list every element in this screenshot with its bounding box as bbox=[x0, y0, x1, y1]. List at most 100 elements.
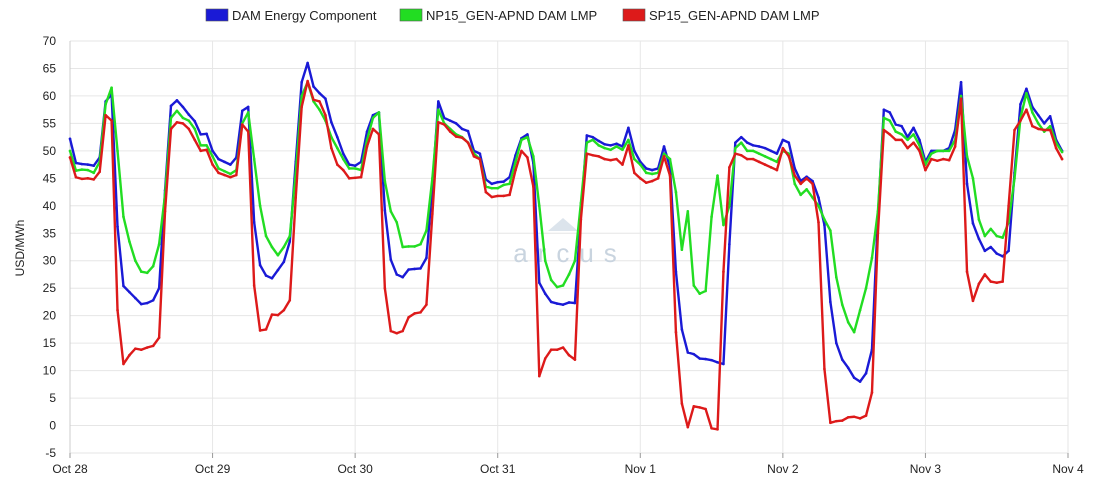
data-point[interactable] bbox=[846, 366, 850, 370]
data-point[interactable] bbox=[894, 123, 898, 126]
data-point[interactable] bbox=[86, 177, 90, 180]
data-point[interactable] bbox=[205, 132, 208, 136]
data-point[interactable] bbox=[686, 209, 690, 213]
data-point[interactable] bbox=[757, 160, 761, 164]
data-point[interactable] bbox=[947, 158, 951, 162]
data-point[interactable] bbox=[520, 138, 523, 142]
data-point[interactable] bbox=[514, 168, 517, 172]
data-point[interactable] bbox=[573, 358, 577, 361]
data-point[interactable] bbox=[205, 148, 208, 152]
data-point[interactable] bbox=[223, 169, 226, 173]
data-point[interactable] bbox=[751, 157, 755, 161]
data-point[interactable] bbox=[692, 284, 696, 287]
data-point[interactable] bbox=[555, 348, 559, 352]
data-point[interactable] bbox=[615, 145, 618, 148]
data-point[interactable] bbox=[425, 256, 428, 260]
data-point[interactable] bbox=[698, 292, 701, 295]
data-point[interactable] bbox=[941, 149, 945, 153]
data-point[interactable] bbox=[644, 167, 648, 170]
data-point[interactable] bbox=[615, 142, 618, 146]
data-point[interactable] bbox=[835, 341, 838, 345]
data-point[interactable] bbox=[823, 367, 826, 371]
data-point[interactable] bbox=[252, 220, 256, 224]
data-point[interactable] bbox=[347, 167, 351, 170]
data-point[interactable] bbox=[300, 94, 303, 98]
data-point[interactable] bbox=[912, 141, 915, 144]
data-point[interactable] bbox=[674, 190, 678, 194]
data-point[interactable] bbox=[472, 155, 476, 158]
data-point[interactable] bbox=[199, 133, 202, 136]
data-point[interactable] bbox=[888, 119, 892, 122]
data-point[interactable] bbox=[739, 135, 743, 139]
data-point[interactable] bbox=[407, 245, 410, 248]
data-point[interactable] bbox=[229, 172, 232, 176]
data-point[interactable] bbox=[151, 344, 155, 348]
data-point[interactable] bbox=[662, 152, 666, 155]
data-point[interactable] bbox=[977, 237, 981, 241]
data-point[interactable] bbox=[912, 133, 915, 136]
data-point[interactable] bbox=[258, 204, 262, 208]
data-point[interactable] bbox=[258, 329, 262, 332]
data-point[interactable] bbox=[858, 308, 862, 312]
data-point[interactable] bbox=[769, 166, 773, 169]
data-point[interactable] bbox=[734, 152, 737, 155]
data-point[interactable] bbox=[252, 284, 256, 287]
data-point[interactable] bbox=[377, 111, 381, 114]
data-point[interactable] bbox=[1036, 122, 1040, 125]
data-point[interactable] bbox=[633, 157, 636, 161]
data-point[interactable] bbox=[134, 296, 137, 300]
data-point[interactable] bbox=[223, 160, 226, 164]
data-point[interactable] bbox=[157, 336, 161, 339]
data-point[interactable] bbox=[330, 146, 333, 150]
data-point[interactable] bbox=[389, 329, 393, 333]
data-point[interactable] bbox=[704, 289, 707, 293]
data-point[interactable] bbox=[983, 249, 987, 253]
data-point[interactable] bbox=[431, 177, 434, 180]
data-point[interactable] bbox=[1060, 150, 1064, 154]
data-point[interactable] bbox=[223, 173, 226, 177]
data-point[interactable] bbox=[365, 130, 369, 133]
data-point[interactable] bbox=[211, 163, 214, 166]
data-point[interactable] bbox=[318, 108, 321, 111]
data-point[interactable] bbox=[609, 158, 612, 162]
data-point[interactable] bbox=[330, 121, 333, 124]
data-point[interactable] bbox=[989, 227, 993, 231]
data-point[interactable] bbox=[448, 130, 452, 133]
data-point[interactable] bbox=[448, 119, 452, 122]
data-point[interactable] bbox=[336, 135, 339, 139]
data-point[interactable] bbox=[252, 157, 256, 161]
data-point[interactable] bbox=[116, 308, 119, 312]
data-point[interactable] bbox=[965, 270, 969, 274]
data-point[interactable] bbox=[181, 116, 185, 120]
data-point[interactable] bbox=[175, 121, 179, 124]
data-point[interactable] bbox=[353, 167, 357, 170]
data-point[interactable] bbox=[781, 138, 785, 142]
data-point[interactable] bbox=[526, 156, 529, 159]
data-point[interactable] bbox=[864, 414, 868, 417]
data-point[interactable] bbox=[728, 166, 731, 169]
data-point[interactable] bbox=[852, 415, 856, 419]
data-point[interactable] bbox=[835, 419, 838, 423]
data-point[interactable] bbox=[775, 152, 779, 155]
data-point[interactable] bbox=[656, 177, 660, 180]
data-point[interactable] bbox=[246, 111, 250, 114]
data-point[interactable] bbox=[460, 136, 464, 139]
data-point[interactable] bbox=[413, 312, 416, 315]
data-point[interactable] bbox=[751, 149, 755, 153]
data-point[interactable] bbox=[710, 215, 713, 219]
data-point[interactable] bbox=[86, 163, 90, 166]
data-point[interactable] bbox=[413, 245, 416, 248]
data-point[interactable] bbox=[1013, 128, 1016, 132]
data-point[interactable] bbox=[401, 245, 404, 249]
data-point[interactable] bbox=[401, 329, 404, 333]
data-point[interactable] bbox=[74, 175, 78, 179]
data-point[interactable] bbox=[193, 119, 197, 123]
data-point[interactable] bbox=[977, 218, 981, 221]
data-point[interactable] bbox=[585, 141, 589, 144]
data-point[interactable] bbox=[888, 133, 892, 136]
data-point[interactable] bbox=[437, 121, 440, 124]
data-point[interactable] bbox=[300, 80, 303, 84]
data-point[interactable] bbox=[704, 357, 707, 361]
data-point[interactable] bbox=[692, 352, 696, 356]
data-point[interactable] bbox=[977, 282, 981, 286]
